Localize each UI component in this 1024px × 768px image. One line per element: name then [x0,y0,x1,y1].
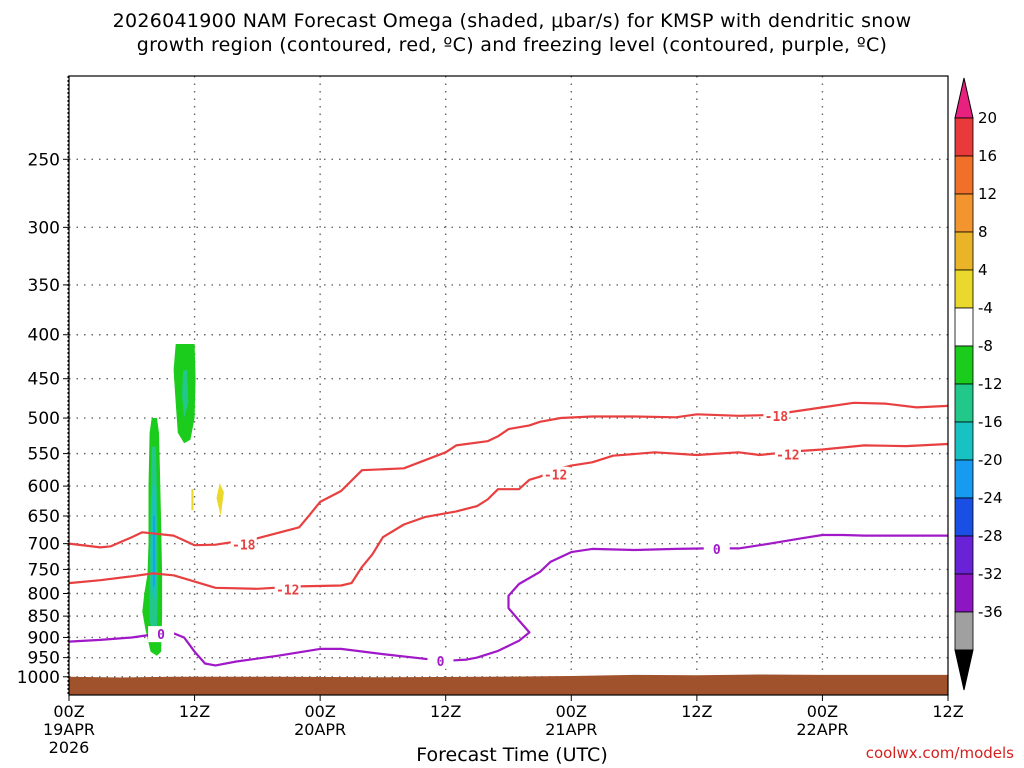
colorbar-label: -4 [978,299,993,317]
colorbar-label: 12 [978,185,997,203]
colorbar-label: 4 [978,261,988,279]
x-tick-label: 12Z [430,702,461,721]
x-tick-year: 2026 [49,738,90,757]
x-tick-label: 00Z [807,702,838,721]
colorbar-top-arrow [954,77,974,119]
x-tick-date: 20APR [294,720,346,739]
contour-label-bg [427,652,454,669]
x-tick-date: 22APR [796,720,848,739]
site-credit[interactable]: coolwx.com/models [865,744,1014,762]
y-tick-label: 400 [28,326,60,346]
colorbar-label: -36 [978,603,1003,621]
chart-title-line1: 2026041900 NAM Forecast Omega (shaded, μ… [112,10,912,32]
plot-frame [68,75,949,696]
x-tick-label: 00Z [53,702,84,721]
colorbar-label: -28 [978,527,1003,545]
colorbar-label: -24 [978,489,1003,507]
plot-area [69,76,948,695]
y-tick-label: 600 [28,477,60,497]
x-tick-date: 21APR [545,720,597,739]
contour-label: -18 [232,539,256,554]
y-tick-label: 300 [28,218,60,238]
y-tick-label: 950 [28,649,60,669]
colorbar-swatch [954,231,974,271]
contour-label: 0 [713,543,721,558]
y-tick-label: 550 [28,445,60,465]
contour-label: -18 [765,410,789,425]
contour-label-bg [148,626,175,643]
contour-label: -12 [776,448,799,463]
y-tick-label: 750 [28,560,60,580]
contour-label-bg [542,466,569,483]
colorbar-swatch [954,459,974,499]
colorbar-swatch [954,497,974,537]
colorbar-label: 20 [978,109,997,127]
contour-label: 0 [437,655,445,670]
colorbar-swatch [954,117,974,157]
omega-patch [182,370,189,418]
contour-label-bg [703,540,730,557]
contour-label: -12 [544,469,567,484]
colorbar-label: -12 [978,375,1003,393]
contour-label-bg [763,407,790,424]
colorbar-swatch [954,193,974,233]
contour-line [68,401,949,549]
omega-patch [216,483,224,516]
y-tick-label: 650 [28,507,60,527]
contour-line [68,442,949,590]
x-tick-date: 19APR [43,720,95,739]
colorbar-label: 16 [978,147,997,165]
colorbar-label: 8 [978,223,988,241]
colorbar-label: -8 [978,337,993,355]
x-tick-label: 00Z [304,702,335,721]
contour-label-bg [774,446,801,463]
chart-title-line2: growth region (contoured, red, ºC) and f… [136,34,888,56]
x-tick-label: 12Z [932,702,963,721]
contour-label-bg [230,536,257,553]
y-tick-label: 850 [28,607,60,627]
colorbar-label: -20 [978,451,1003,469]
omega-patch [191,489,194,511]
x-tick-label: 00Z [556,702,587,721]
y-tick-label: 800 [28,584,60,604]
x-tick-label: 12Z [681,702,712,721]
y-tick-label: 450 [28,370,60,390]
colorbar-swatch [954,383,974,423]
colorbar-swatch [954,535,974,575]
y-tick-label: 500 [28,409,60,429]
contour-label: -12 [276,583,299,598]
omega-patch [153,516,155,589]
colorbar-swatch [954,573,974,613]
terrain-fill [69,674,948,695]
contour-label: 0 [157,628,165,643]
y-tick-label: 700 [28,535,60,555]
colorbar-swatch [954,611,974,651]
x-tick-label: 12Z [179,702,210,721]
colorbar-swatch [954,345,974,385]
colorbar-bottom-arrow [954,649,974,691]
contour-label-bg [274,581,301,598]
colorbar-label: -16 [978,413,1003,431]
y-tick-label: 1000 [17,668,60,688]
y-tick-label: 900 [28,628,60,648]
y-tick-label: 350 [28,276,60,296]
colorbar-swatch [954,421,974,461]
colorbar-swatch [954,155,974,195]
colorbar-swatch [954,307,974,347]
colorbar-swatch [954,269,974,309]
colorbar-label: -32 [978,565,1003,583]
y-tick-label: 250 [28,150,60,170]
contour-line [68,533,948,667]
x-axis-label: Forecast Time (UTC) [416,744,608,766]
